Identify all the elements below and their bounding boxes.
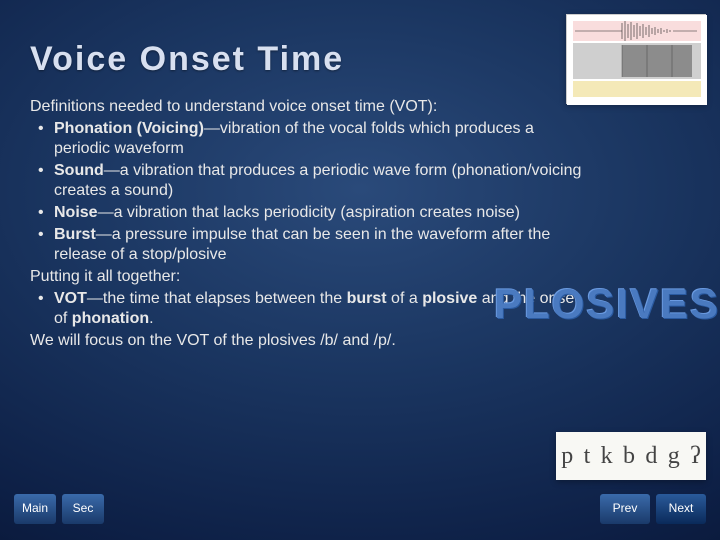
next-button[interactable]: Next	[656, 494, 706, 524]
symbol-glottal: ʔ	[690, 443, 701, 470]
term-phonation: Phonation (Voicing)	[54, 120, 204, 137]
nav-left: Main Sec	[14, 494, 104, 524]
symbol-b: b	[623, 443, 635, 470]
term-noise: Noise	[54, 204, 98, 221]
main-button[interactable]: Main	[14, 494, 56, 524]
bullet-phonation: Phonation (Voicing)—vibration of the voc…	[30, 119, 590, 159]
sec-button[interactable]: Sec	[62, 494, 104, 524]
symbol-p: p	[561, 443, 573, 470]
plosives-label: PLOSIVES	[494, 280, 720, 328]
intro-text: Definitions needed to understand voice o…	[30, 97, 590, 117]
bullet-burst: Burst—a pressure impulse that can be see…	[30, 225, 590, 265]
term-burst: Burst	[54, 226, 96, 243]
symbol-k: k	[601, 443, 613, 470]
def-noise: —a vibration that lacks periodicity (asp…	[98, 204, 520, 221]
prev-button[interactable]: Prev	[600, 494, 650, 524]
bullet-noise: Noise—a vibration that lacks periodicity…	[30, 203, 590, 223]
plosive-symbols-thumbnail: p t k b d g ʔ	[556, 432, 706, 480]
slide: Voice Onset Time Definitions needed to u…	[0, 0, 720, 540]
spectrogram-thumbnail	[566, 14, 706, 104]
nav-right: Prev Next	[600, 494, 706, 524]
def-burst: —a pressure impulse that can be seen in …	[54, 226, 550, 263]
symbol-t: t	[584, 443, 591, 470]
term-vot: VOT	[54, 290, 87, 307]
focus-text: We will focus on the VOT of the plosives…	[30, 331, 590, 351]
term-sound: Sound	[54, 162, 104, 179]
bullet-sound: Sound—a vibration that produces a period…	[30, 161, 590, 201]
symbol-d: d	[645, 443, 657, 470]
symbol-g: g	[668, 443, 680, 470]
def-sound: —a vibration that produces a periodic wa…	[54, 162, 581, 199]
